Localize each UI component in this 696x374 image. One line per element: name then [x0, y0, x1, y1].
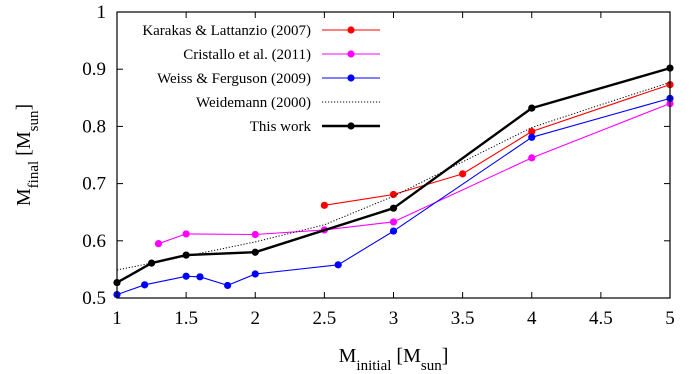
data-point-karakas-lattanzio-2007: [389, 190, 398, 199]
x-tick-label: 4.5: [589, 308, 613, 329]
tick-labels: 1 1.5 2 2.5 3 3.5 4 4.5 5 0.5 0.6 0.7 0.8 0.9 1: [82, 2, 675, 329]
data-point-weiss-ferguson-2009: [196, 273, 204, 281]
legend-swatch-marker: [347, 26, 355, 34]
data-point-weiss-ferguson-2009: [528, 133, 536, 141]
data-point-this-work: [147, 259, 156, 267]
x-tick-label: 1.5: [174, 308, 198, 329]
legend-swatch-marker: [347, 74, 355, 82]
y-axis-title: Mfinal [Msun]: [13, 104, 42, 206]
data-point-cristallo-et-al-2011: [389, 218, 398, 226]
x-tick-label: 3.5: [451, 308, 475, 329]
legend-swatch-marker: [347, 122, 355, 130]
data-point-karakas-lattanzio-2007: [528, 127, 536, 136]
legend-entry-this-work: This work: [250, 119, 380, 135]
x-tick-label: 3: [389, 308, 399, 329]
legend-label: Cristallo et al. (2011): [183, 47, 311, 63]
y-tick-label: 0.8: [82, 116, 106, 137]
legend: Karakas & Lattanzio (2007) Cristallo et a…: [142, 23, 380, 135]
x-tick-label: 4: [527, 308, 537, 329]
plot-frame: [116, 11, 671, 299]
data-point-this-work: [182, 251, 190, 259]
data-point-this-work: [528, 104, 536, 112]
data-point-cristallo-et-al-2011: [251, 230, 259, 239]
y-tick-label: 0.9: [82, 59, 106, 80]
y-tick-label: 1: [97, 2, 107, 23]
series-this-work: [113, 64, 674, 287]
legend-label: Karakas & Lattanzio (2007): [142, 23, 311, 39]
legend-swatch-marker: [347, 50, 355, 58]
data-point-weiss-ferguson-2009: [251, 270, 259, 278]
data-point-weiss-ferguson-2009: [141, 281, 149, 289]
x-tick-label: 2: [251, 308, 261, 329]
data-point-weiss-ferguson-2009: [182, 272, 190, 280]
legend-entry-weidemann-2000: Weidemann (2000): [196, 95, 380, 111]
data-point-karakas-lattanzio-2007: [459, 170, 467, 178]
data-point-cristallo-et-al-2011: [182, 230, 190, 238]
legend-label: This work: [250, 119, 312, 135]
data-point-cristallo-et-al-2011: [528, 154, 536, 162]
data-point-weiss-ferguson-2009: [389, 227, 398, 235]
data-point-cristallo-et-al-2011: [154, 240, 163, 248]
legend-entry-cristallo-et-al-2011: Cristallo et al. (2011): [183, 47, 380, 63]
legend-label: Weiss & Ferguson (2009): [157, 71, 311, 87]
y-tick-label: 0.6: [82, 231, 106, 252]
data-point-weiss-ferguson-2009: [334, 261, 342, 269]
x-tick-label: 2.5: [313, 308, 337, 329]
series-line-weiss-ferguson-2009: [116, 97, 671, 296]
legend-label: Weidemann (2000): [196, 95, 311, 111]
series-weidemann-2000: [116, 81, 671, 271]
data-point-karakas-lattanzio-2007: [320, 201, 328, 209]
series-line-cristallo-et-al-2011: [158, 102, 671, 245]
y-tick-label: 0.7: [82, 174, 106, 195]
data-point-weiss-ferguson-2009: [224, 281, 232, 290]
x-tick-label: 1: [112, 308, 122, 329]
data-point-this-work: [389, 204, 398, 212]
y-tick-label: 0.5: [82, 288, 106, 309]
series-cristallo-et-al-2011: [154, 99, 674, 248]
data-point-this-work: [251, 248, 259, 256]
series-line-weidemann-2000: [116, 81, 671, 271]
legend-entry-karakas-lattanzio-2007: Karakas & Lattanzio (2007): [142, 23, 380, 39]
x-axis-title: Minitial [Msun]: [339, 345, 449, 374]
legend-entry-weiss-ferguson-2009: Weiss & Ferguson (2009): [157, 71, 380, 87]
x-tick-label: 5: [665, 308, 675, 329]
